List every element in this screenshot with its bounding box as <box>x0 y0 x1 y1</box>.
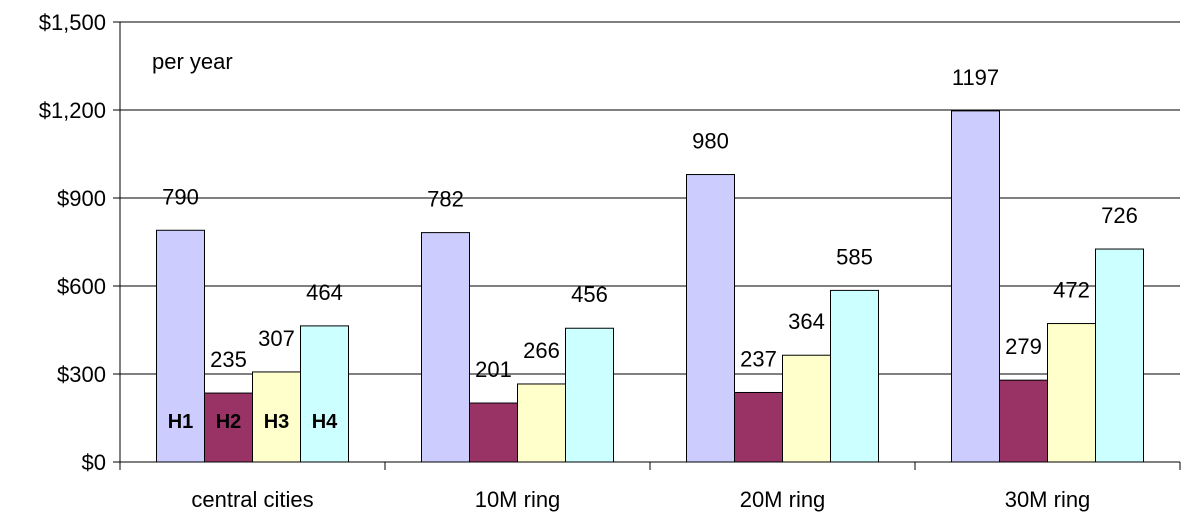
data-label: 464 <box>306 280 343 305</box>
data-label: 782 <box>427 187 464 212</box>
y-tick-label: $600 <box>57 274 106 299</box>
y-tick-label: $0 <box>82 450 106 475</box>
data-label: 266 <box>523 338 560 363</box>
data-label: 1197 <box>952 65 999 90</box>
x-tick-label: 20M ring <box>740 487 826 512</box>
bar <box>1095 248 1144 463</box>
data-label: 279 <box>1005 334 1042 359</box>
data-label: 364 <box>788 309 825 334</box>
data-label: 456 <box>571 282 608 307</box>
bar <box>469 402 518 463</box>
bar <box>830 289 879 463</box>
data-label: 472 <box>1053 278 1090 303</box>
x-tick-label: central cities <box>191 487 313 512</box>
bar <box>686 174 735 463</box>
bar <box>734 391 783 463</box>
bar <box>421 232 470 463</box>
data-label: 201 <box>475 357 512 382</box>
bar <box>782 354 831 463</box>
data-label: 980 <box>692 129 729 154</box>
series-label: H3 <box>264 411 290 433</box>
bar <box>300 325 349 463</box>
data-label: 307 <box>258 326 295 351</box>
data-label: 726 <box>1101 203 1138 228</box>
bar <box>565 327 614 463</box>
data-label: 237 <box>740 346 777 371</box>
bar <box>156 229 205 463</box>
y-tick-label: $900 <box>57 186 106 211</box>
series-label: H4 <box>312 411 338 433</box>
data-label: 235 <box>210 347 247 372</box>
y-tick-label: $300 <box>57 362 106 387</box>
bar <box>951 110 1000 463</box>
data-label: 585 <box>836 244 873 269</box>
bar <box>517 383 566 463</box>
data-label: 790 <box>162 184 199 209</box>
series-label: H1 <box>168 411 194 433</box>
x-tick-label: 10M ring <box>475 487 561 512</box>
y-tick-label: $1,200 <box>39 98 106 123</box>
bar <box>252 371 301 463</box>
y-tick-label: $1,500 <box>39 10 106 35</box>
bar <box>1047 323 1096 463</box>
annotation-text: per year <box>152 49 233 74</box>
x-tick-label: 30M ring <box>1005 487 1091 512</box>
bar <box>999 379 1048 463</box>
series-label: H2 <box>216 411 242 433</box>
bar <box>204 392 253 463</box>
